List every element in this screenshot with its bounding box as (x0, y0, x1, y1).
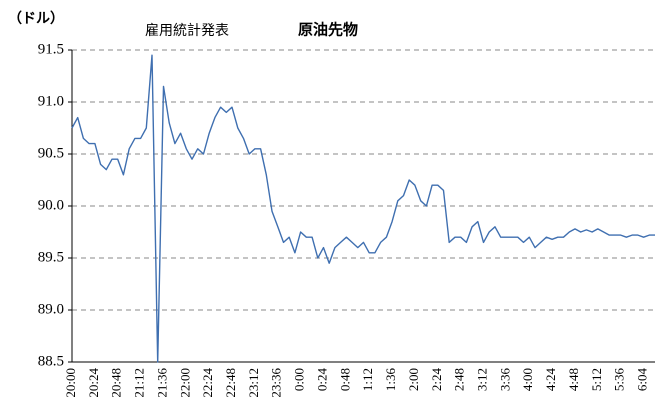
x-tick-label: 3:36 (497, 368, 512, 392)
x-tick-label: 1:12 (360, 368, 375, 391)
event-label: 雇用統計発表 (145, 22, 229, 39)
y-tick-label: 91.5 (38, 41, 64, 57)
x-tick-label: 4:48 (566, 368, 581, 391)
x-tick-label: 22:00 (177, 368, 192, 398)
x-tick-label: 5:36 (612, 368, 627, 392)
x-tick-label: 4:00 (520, 368, 535, 391)
x-tick-label: 4:24 (543, 368, 558, 392)
x-tick-label: 20:00 (63, 368, 78, 398)
x-tick-label: 0:24 (314, 368, 329, 392)
x-tick-label: 6:04 (635, 368, 650, 392)
y-tick-label: 90.0 (38, 197, 64, 213)
price-line (71, 54, 655, 363)
y-tick-label: 89.0 (38, 301, 64, 317)
x-tick-label: 3:12 (475, 368, 490, 391)
y-tick-label: 90.5 (38, 145, 64, 161)
x-tick-label: 2:48 (452, 368, 467, 391)
x-tick-label: 23:36 (269, 368, 284, 398)
chart-title: 原油先物 (298, 20, 358, 38)
y-tick-label: 88.5 (38, 353, 64, 369)
x-tick-label: 23:12 (246, 368, 261, 398)
x-tick-label: 21:36 (154, 368, 169, 398)
unit-label: （ドル） (8, 11, 64, 27)
x-tick-label: 22:24 (200, 368, 215, 398)
x-tick-label: 20:24 (86, 368, 101, 398)
x-tick-label: 2:24 (429, 368, 444, 392)
x-tick-label: 1:36 (383, 368, 398, 392)
x-tick-label: 0:00 (292, 368, 307, 391)
x-tick-label: 2:00 (406, 368, 421, 391)
x-tick-label: 5:12 (589, 368, 604, 391)
y-tick-label: 91.0 (38, 93, 64, 109)
x-tick-label: 0:48 (337, 368, 352, 391)
x-tick-label: 20:48 (109, 368, 124, 398)
y-tick-label: 89.5 (38, 249, 64, 265)
x-tick-label: 21:12 (132, 368, 147, 398)
x-tick-label: 22:48 (223, 368, 238, 398)
